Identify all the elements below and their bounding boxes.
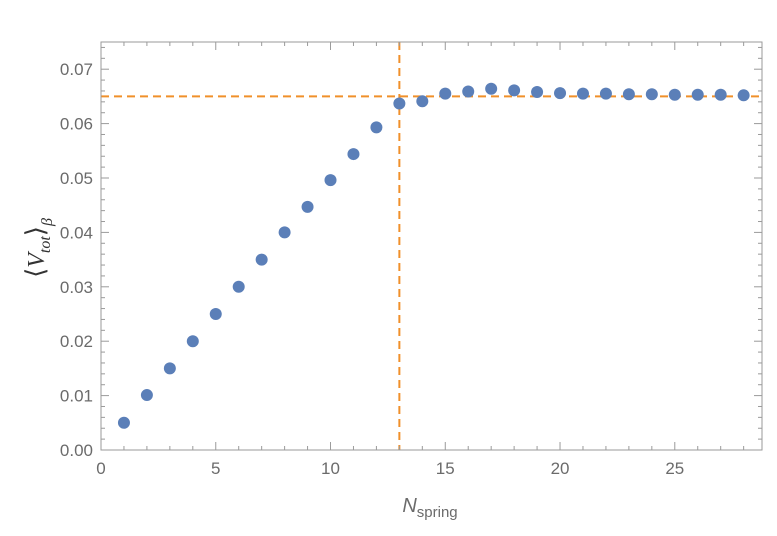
data-point bbox=[737, 89, 750, 102]
data-point bbox=[462, 85, 475, 98]
data-point bbox=[347, 148, 360, 161]
data-point bbox=[370, 121, 383, 134]
plot-frame bbox=[100, 41, 763, 451]
y-tick-label: 0.05 bbox=[60, 169, 93, 188]
data-point bbox=[278, 226, 291, 239]
data-point bbox=[232, 280, 245, 293]
data-point bbox=[531, 86, 544, 99]
data-point bbox=[163, 362, 176, 375]
data-point bbox=[645, 88, 658, 101]
svg-text:Nspring: Nspring bbox=[402, 495, 457, 521]
data-point bbox=[186, 335, 199, 348]
data-point bbox=[324, 174, 337, 187]
data-point bbox=[599, 87, 612, 100]
x-tick-label: 15 bbox=[436, 459, 455, 478]
data-point bbox=[485, 82, 498, 95]
y-tick-label: 0.04 bbox=[60, 223, 93, 242]
y-tick-label: 0.00 bbox=[60, 441, 93, 460]
x-axis-label-sub: spring bbox=[417, 504, 458, 521]
x-tick-label: 5 bbox=[211, 459, 220, 478]
svg-text:⟨Vtot⟩β: ⟨Vtot⟩β bbox=[21, 218, 56, 278]
data-point bbox=[393, 97, 406, 110]
data-point bbox=[691, 88, 704, 101]
y-axis-label: ⟨Vtot⟩β bbox=[21, 218, 56, 278]
data-point bbox=[554, 87, 567, 100]
y-tick-label: 0.06 bbox=[60, 115, 93, 134]
y-tick-label: 0.03 bbox=[60, 278, 93, 297]
x-axis-ticks: 0 5 10 15 20 25 bbox=[96, 42, 745, 478]
data-points bbox=[117, 82, 750, 429]
data-point bbox=[209, 308, 222, 320]
data-point bbox=[576, 87, 589, 100]
data-point bbox=[255, 253, 268, 266]
x-tick-label: 0 bbox=[96, 459, 105, 478]
y-tick-label: 0.01 bbox=[60, 387, 93, 406]
y-axis-label-outer-sub: β bbox=[39, 218, 56, 227]
y-axis-label-sub: tot bbox=[37, 236, 54, 253]
data-point bbox=[668, 88, 681, 101]
data-point bbox=[622, 88, 635, 101]
data-point bbox=[508, 84, 521, 97]
x-tick-label: 10 bbox=[321, 459, 340, 478]
data-point bbox=[301, 200, 314, 213]
y-tick-label: 0.02 bbox=[60, 332, 93, 351]
x-tick-label: 25 bbox=[665, 459, 684, 478]
y-tick-label: 0.07 bbox=[60, 60, 93, 79]
x-tick-label: 20 bbox=[551, 459, 570, 478]
x-axis-label-main: N bbox=[402, 495, 417, 517]
data-point bbox=[439, 87, 452, 100]
reference-lines bbox=[101, 42, 762, 450]
y-axis-label-main: V bbox=[24, 251, 50, 268]
data-point bbox=[140, 389, 153, 402]
x-axis-label: Nspring bbox=[402, 495, 457, 521]
data-point bbox=[416, 95, 429, 108]
y-axis-ticks: 0.00 0.01 0.02 0.03 0.04 0.05 0.06 0.07 bbox=[60, 46, 762, 460]
data-point bbox=[117, 416, 130, 429]
data-point bbox=[714, 88, 727, 101]
